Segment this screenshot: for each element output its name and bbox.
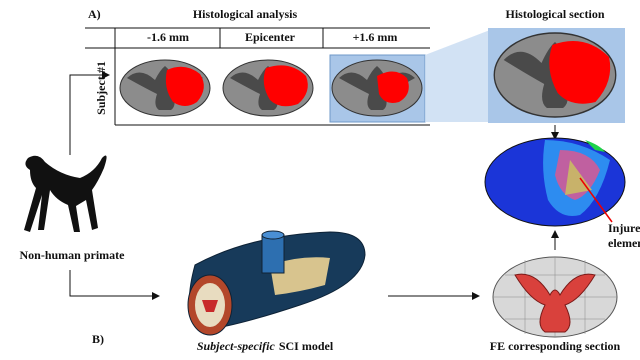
annotation: Injured <box>608 221 640 235</box>
figure: A) Histological analysis Histological se… <box>0 0 640 360</box>
panel-label: A) <box>88 7 101 21</box>
zoom-band <box>425 30 490 122</box>
histology-section <box>223 60 313 116</box>
histology-section-large <box>494 33 616 117</box>
column-header: +1.6 mm <box>353 30 398 44</box>
primate-label: Non-human primate <box>19 248 125 262</box>
model-label-rest: SCI model <box>279 339 334 353</box>
panel-title: Histological analysis <box>193 7 298 21</box>
histology-section <box>332 60 422 116</box>
section-title: Histological section <box>506 7 605 21</box>
model-label-italic: Subject-specific <box>197 339 276 353</box>
panel-label: B) <box>92 332 104 346</box>
arrow <box>70 270 158 296</box>
column-header: Epicenter <box>245 30 296 44</box>
column-header: -1.6 mm <box>147 30 189 44</box>
fe-result <box>485 138 625 226</box>
fe-mesh <box>493 257 617 337</box>
sci-model <box>188 231 365 335</box>
fe-title: FE corresponding section <box>490 339 621 353</box>
annotation: elements <box>608 236 640 250</box>
primate-icon <box>24 156 107 232</box>
histology-section <box>120 60 210 116</box>
row-label: Subject #1 <box>94 61 108 115</box>
